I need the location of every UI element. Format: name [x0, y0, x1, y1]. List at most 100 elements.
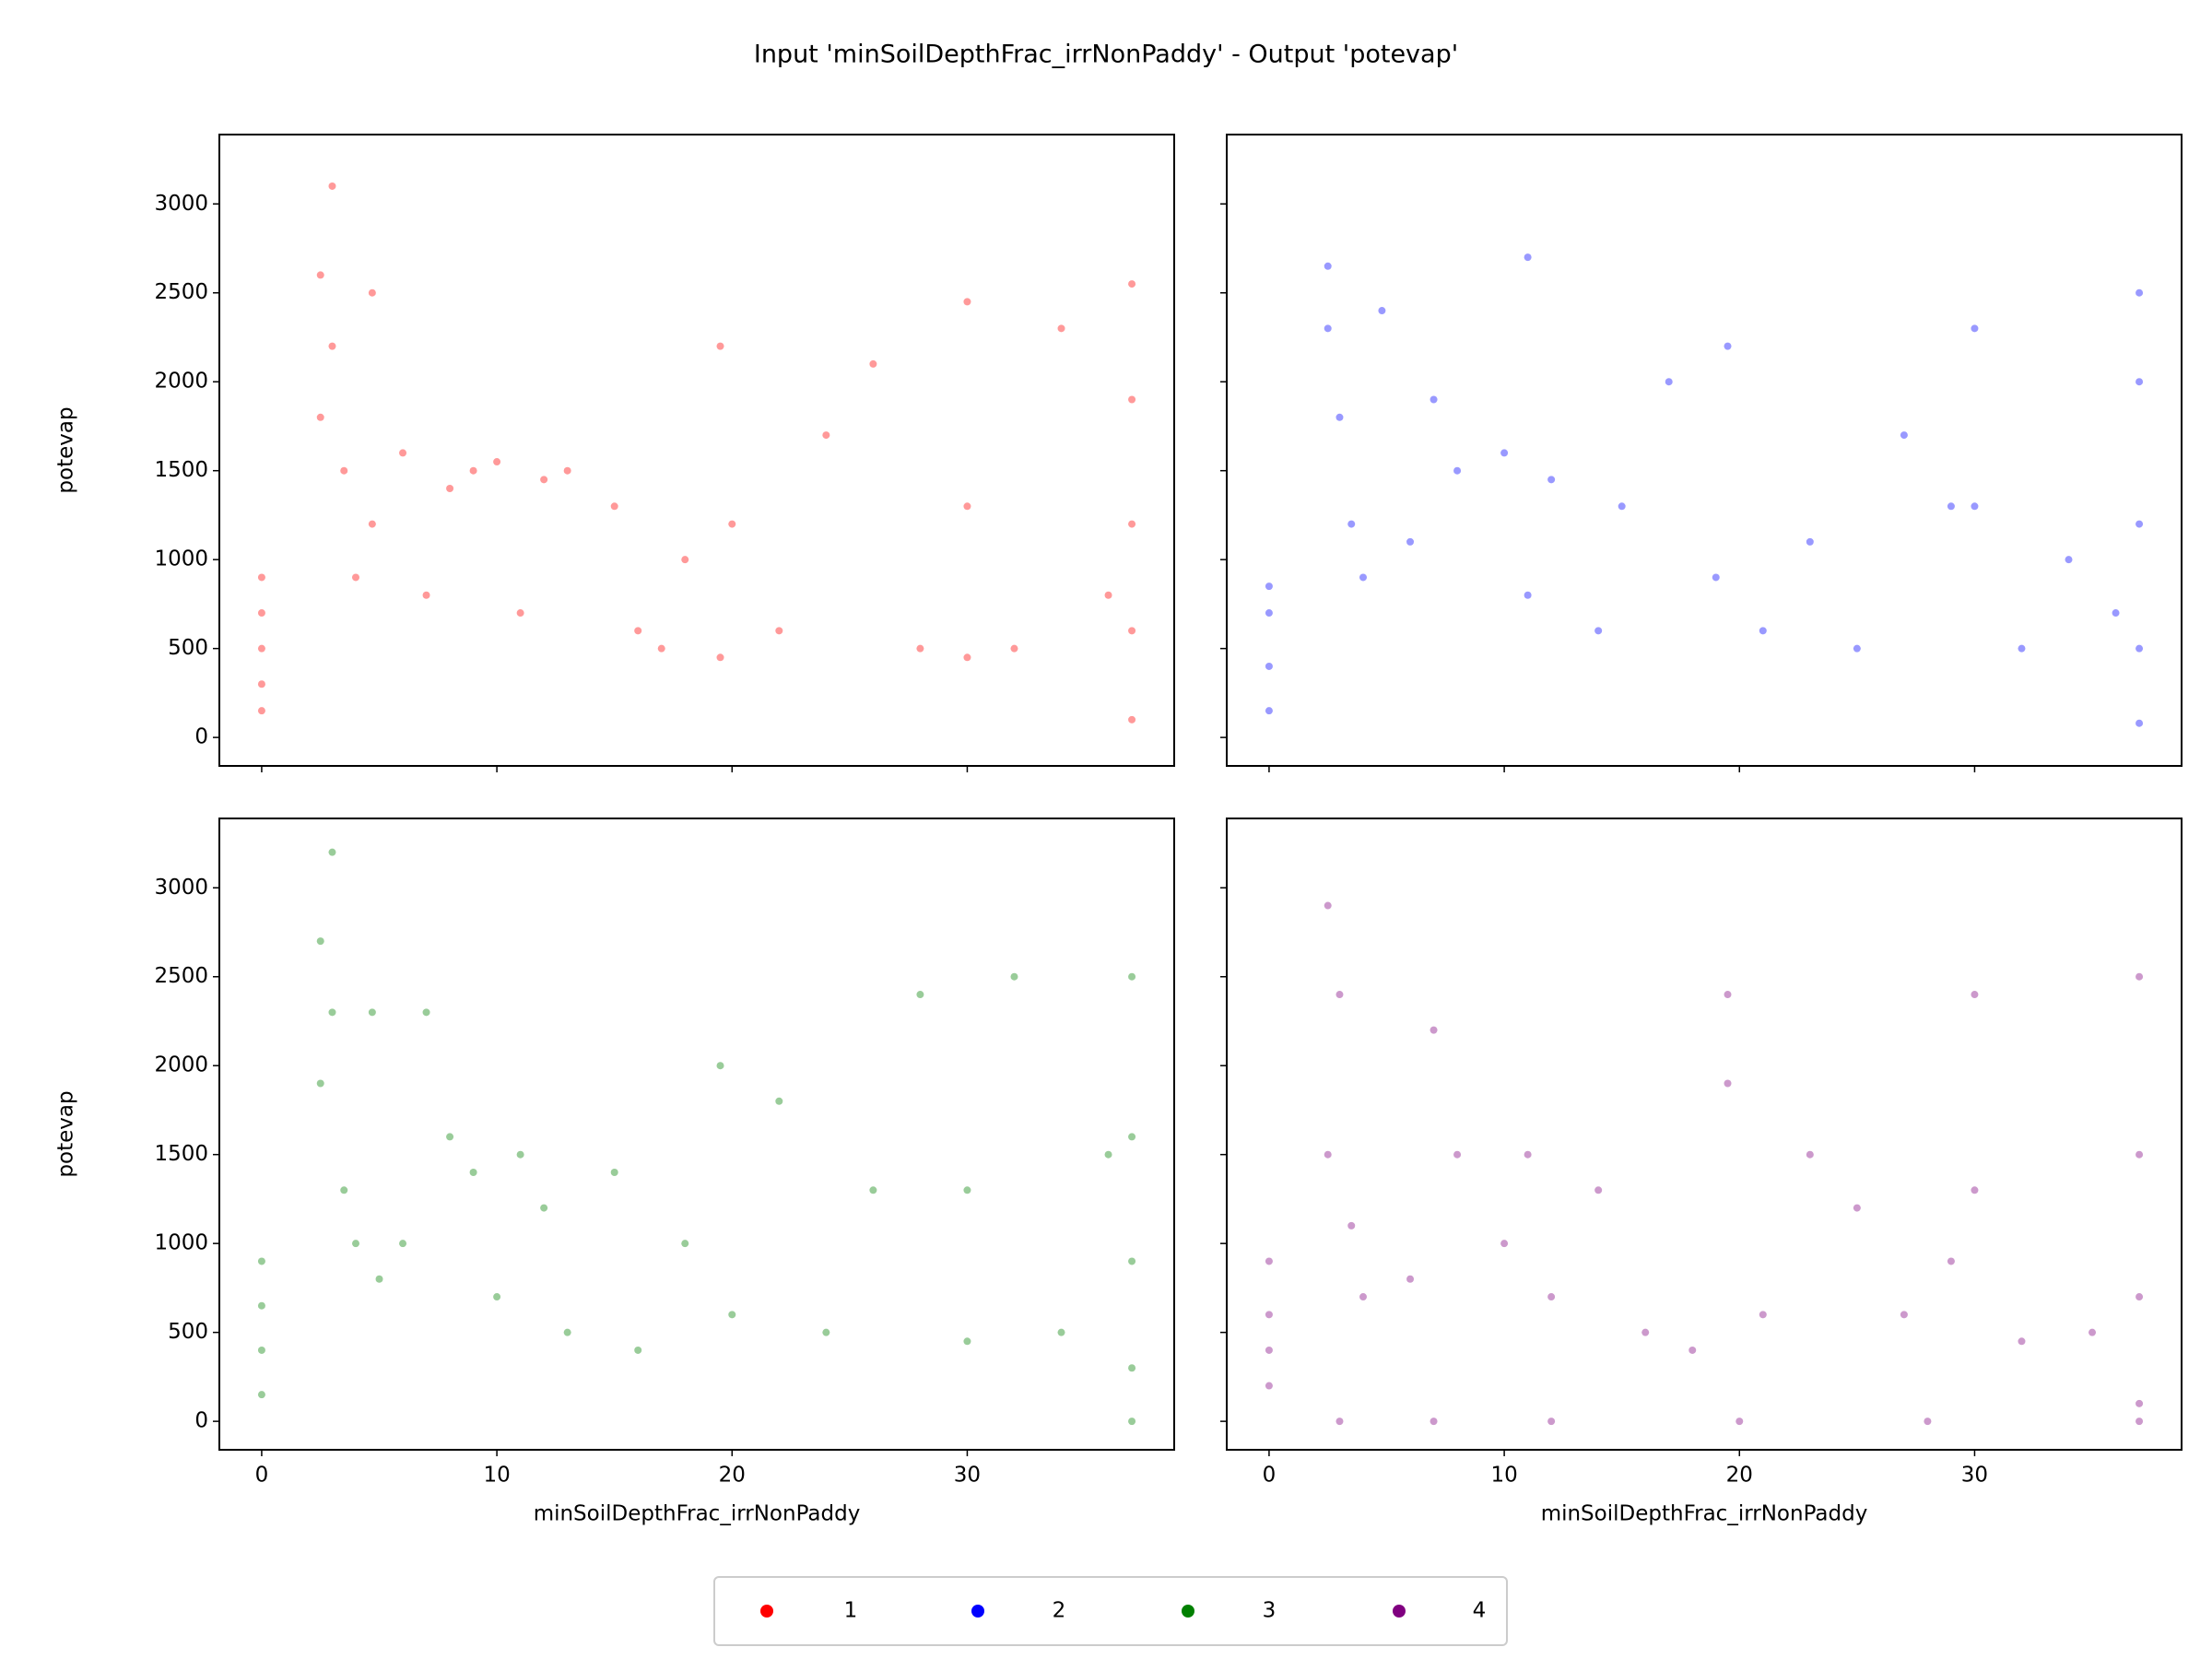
point	[1547, 1293, 1556, 1301]
figure-title: Input 'minSoilDepthFrac_irrNonPaddy' - O…	[754, 41, 1458, 69]
point	[563, 466, 571, 475]
x-tick-label: 30	[954, 1464, 981, 1488]
point	[1265, 1311, 1273, 1319]
point	[1335, 413, 1344, 421]
point	[257, 1257, 265, 1265]
point	[916, 991, 924, 999]
point	[2018, 644, 2026, 653]
point	[563, 1328, 571, 1336]
point	[1057, 1328, 1065, 1336]
legend-marker	[971, 1605, 984, 1618]
point	[352, 573, 359, 582]
point	[257, 1301, 265, 1310]
point	[1594, 627, 1603, 635]
point	[1724, 342, 1732, 350]
point	[1500, 1240, 1509, 1248]
point	[1971, 1186, 1979, 1194]
point	[1104, 1150, 1112, 1159]
point	[2136, 378, 2144, 386]
point	[446, 484, 454, 492]
point	[1971, 502, 1979, 511]
point	[963, 1337, 971, 1346]
point	[916, 644, 924, 653]
point	[1430, 395, 1438, 404]
x-tick-label: 20	[1726, 1464, 1753, 1488]
point	[399, 1240, 407, 1248]
y-tick-label: 3000	[154, 876, 208, 900]
y-axis-label: potevap	[54, 1090, 78, 1177]
point	[869, 359, 877, 368]
legend-marker	[760, 1605, 773, 1618]
point	[1324, 901, 1332, 910]
legend-label: 3	[1263, 1599, 1277, 1623]
point	[368, 520, 376, 528]
axes-frame	[218, 134, 1175, 767]
point	[1853, 644, 1861, 653]
point	[1359, 1293, 1367, 1301]
point	[469, 1168, 477, 1176]
point	[634, 1346, 642, 1354]
legend-box	[713, 1576, 1508, 1646]
point	[1500, 449, 1509, 457]
point	[1453, 466, 1462, 475]
y-tick-label: 2000	[154, 370, 208, 394]
point	[257, 1346, 265, 1354]
point	[728, 1311, 736, 1319]
point	[257, 573, 265, 582]
point	[963, 1186, 971, 1194]
point	[2136, 719, 2144, 727]
point	[2018, 1337, 2026, 1346]
point	[1265, 609, 1273, 618]
point	[1453, 1150, 1462, 1159]
point	[368, 1008, 376, 1017]
point	[1128, 1257, 1136, 1265]
point	[1128, 627, 1136, 635]
legend-marker	[1182, 1605, 1194, 1618]
point	[368, 288, 376, 297]
point	[963, 502, 971, 511]
point	[1128, 972, 1136, 981]
point	[681, 556, 689, 564]
point	[328, 848, 336, 856]
point	[1806, 537, 1814, 546]
legend-label: 4	[1473, 1599, 1487, 1623]
point	[1128, 1133, 1136, 1141]
y-tick-label: 2500	[154, 280, 208, 304]
point	[540, 476, 548, 484]
point	[422, 1008, 430, 1017]
point	[540, 1204, 548, 1212]
point	[963, 653, 971, 662]
point	[1947, 1257, 1955, 1265]
point	[1971, 324, 1979, 333]
point	[1406, 1275, 1415, 1283]
point	[1853, 1204, 1861, 1212]
point	[1406, 537, 1415, 546]
point	[1057, 324, 1065, 333]
point	[2136, 1293, 2144, 1301]
point	[716, 342, 724, 350]
point	[1665, 378, 1673, 386]
point	[1010, 972, 1018, 981]
point	[328, 1008, 336, 1017]
point	[422, 591, 430, 599]
point	[1324, 262, 1332, 270]
point	[1265, 1382, 1273, 1390]
axes-frame	[218, 818, 1175, 1451]
x-tick-label: 30	[1961, 1464, 1988, 1488]
point	[822, 431, 830, 440]
point	[1430, 1026, 1438, 1034]
point	[493, 1293, 501, 1301]
point	[1265, 1346, 1273, 1354]
point	[352, 1240, 359, 1248]
point	[1618, 502, 1626, 511]
point	[716, 653, 724, 662]
point	[681, 1240, 689, 1248]
point	[716, 1062, 724, 1070]
point	[1724, 991, 1732, 999]
point	[316, 1079, 324, 1088]
point	[1324, 324, 1332, 333]
point	[610, 502, 618, 511]
point	[2112, 609, 2120, 618]
point	[1324, 1150, 1332, 1159]
point	[657, 644, 665, 653]
